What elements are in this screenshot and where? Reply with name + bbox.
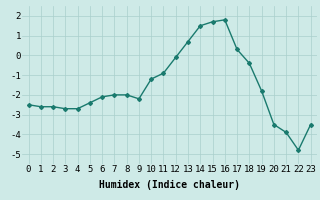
X-axis label: Humidex (Indice chaleur): Humidex (Indice chaleur) <box>99 180 240 190</box>
